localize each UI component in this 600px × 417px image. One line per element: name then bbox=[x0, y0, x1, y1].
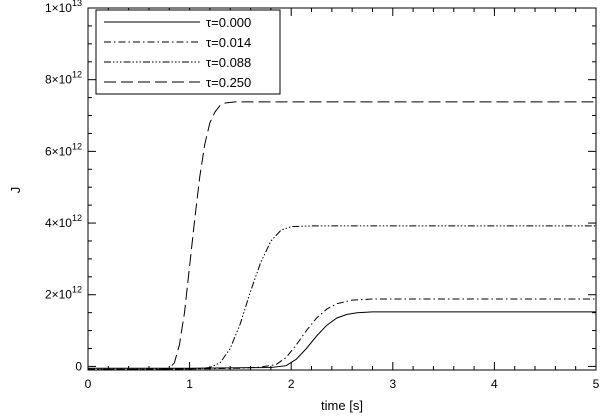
x-axis-label: time [s] bbox=[321, 398, 363, 413]
legend: τ=0.000 τ=0.014 τ=0.088 τ=0.250 bbox=[95, 9, 281, 95]
series-line-3 bbox=[88, 225, 596, 370]
y-tick-label: 8×1012 bbox=[45, 70, 82, 87]
series-line-1 bbox=[88, 311, 596, 369]
y-tick-base: 8×10 bbox=[45, 73, 72, 87]
x-tick-label: 2 bbox=[288, 377, 295, 391]
legend-label: τ=0.250 bbox=[206, 75, 251, 90]
y-tick-exponent: 12 bbox=[72, 70, 82, 80]
y-tick-exponent: 12 bbox=[72, 213, 82, 223]
x-tick-label: 1 bbox=[186, 377, 193, 391]
y-tick-label: 0 bbox=[75, 359, 82, 373]
y-tick-base: 2×10 bbox=[45, 288, 72, 302]
y-tick-exponent: 13 bbox=[72, 0, 82, 8]
plot-area-frame bbox=[87, 7, 597, 371]
series-line-2 bbox=[88, 298, 596, 370]
x-tick-label: 3 bbox=[389, 377, 396, 391]
x-tick-label: 5 bbox=[593, 377, 600, 391]
legend-label: τ=0.088 bbox=[206, 55, 251, 70]
legend-box bbox=[95, 9, 281, 95]
y-tick-label: 4×1012 bbox=[45, 213, 82, 230]
y-axis-label: J bbox=[8, 187, 23, 194]
y-tick-label: 2×1012 bbox=[45, 285, 82, 302]
x-tick-label: 4 bbox=[491, 377, 498, 391]
y-tick-exponent: 12 bbox=[72, 285, 82, 295]
legend-label: τ=0.014 bbox=[206, 35, 251, 50]
x-tick-labels: 0 1 2 3 4 5 bbox=[85, 377, 600, 391]
legend-label: τ=0.000 bbox=[206, 15, 251, 30]
y-tick-label: 6×1012 bbox=[45, 141, 82, 158]
y-tick-exponent: 12 bbox=[72, 141, 82, 151]
y-tick-base: 1×10 bbox=[45, 1, 72, 15]
x-tick-label: 0 bbox=[85, 377, 92, 391]
y-tick-label: 1×1013 bbox=[45, 0, 82, 15]
y-tick-base: 6×10 bbox=[45, 144, 72, 158]
y-tick-base: 0 bbox=[75, 359, 82, 373]
series-lines bbox=[88, 101, 596, 371]
y-tick-base: 4×10 bbox=[45, 216, 72, 230]
series-line-4 bbox=[88, 101, 596, 371]
